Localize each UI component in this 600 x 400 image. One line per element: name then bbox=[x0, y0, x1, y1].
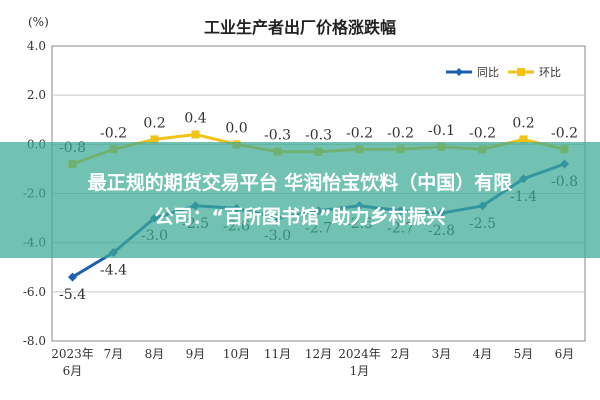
y-tick-label: 2.0 bbox=[27, 88, 46, 102]
x-tick-label: 8月 bbox=[145, 347, 165, 361]
data-label: -0.2 bbox=[387, 125, 414, 141]
data-label: -4.4 bbox=[100, 263, 127, 279]
data-label: -0.2 bbox=[469, 125, 496, 141]
x-tick-label: 2024年 1月 bbox=[338, 347, 381, 378]
y-axis-unit-label: (%) bbox=[28, 15, 49, 29]
x-tick-label: 7月 bbox=[104, 347, 124, 361]
legend: 同比 环比 bbox=[446, 66, 561, 79]
x-tick-label: 5月 bbox=[514, 347, 534, 361]
data-label: 0.0 bbox=[225, 120, 247, 136]
banner-line-2[interactable]: 公司：“百所图书馆”助力乡村振兴 bbox=[154, 206, 446, 228]
x-tick-label: 9月 bbox=[186, 347, 206, 361]
data-label: -0.2 bbox=[100, 125, 127, 141]
y-tick-label: -8.0 bbox=[23, 334, 46, 348]
data-point bbox=[191, 130, 200, 139]
overlay-banner[interactable]: 最正规的期货交易平台 华润怡宝饮料（中国）有限 公司：“百所图书馆”助力乡村振兴 bbox=[0, 142, 600, 258]
data-point bbox=[68, 272, 77, 282]
data-label: -0.2 bbox=[551, 125, 578, 141]
x-tick-labels: 2023年 6月 7月 8月 9月 10月 11月 12月 2024年 1月 2月 3月 4月 5月 6月 bbox=[51, 347, 574, 378]
data-label: -0.3 bbox=[305, 128, 332, 144]
legend-entry: 环比 bbox=[539, 66, 561, 79]
chart-title: 工业生产者出厂价格涨跌幅 bbox=[204, 18, 396, 37]
legend-marker bbox=[517, 68, 525, 76]
x-tick-label: 4月 bbox=[473, 347, 493, 361]
data-label: -0.1 bbox=[428, 123, 455, 139]
x-tick-label: 10月 bbox=[223, 347, 250, 361]
legend-marker bbox=[455, 68, 463, 76]
y-tick-label: 4.0 bbox=[27, 39, 46, 53]
data-label: 0.2 bbox=[143, 115, 165, 131]
x-tick-label: 12月 bbox=[305, 347, 332, 361]
data-point bbox=[519, 135, 528, 144]
x-tick-label: 2023年 6月 bbox=[51, 347, 94, 378]
legend-entry: 同比 bbox=[477, 66, 499, 79]
x-tick-label: 6月 bbox=[555, 347, 575, 361]
x-tick-label: 3月 bbox=[432, 347, 452, 361]
x-tick-label: 11月 bbox=[264, 347, 291, 361]
data-label: 0.4 bbox=[184, 111, 206, 127]
data-label: -0.3 bbox=[264, 128, 291, 144]
y-tick-label: -6.0 bbox=[23, 285, 46, 299]
data-label: -5.4 bbox=[59, 287, 86, 303]
data-label: -0.2 bbox=[346, 125, 373, 141]
banner-line-1[interactable]: 最正规的期货交易平台 华润怡宝饮料（中国）有限 bbox=[87, 172, 513, 194]
x-tick-label: 2月 bbox=[391, 347, 411, 361]
data-point bbox=[150, 135, 159, 144]
data-label: 0.2 bbox=[512, 115, 534, 131]
